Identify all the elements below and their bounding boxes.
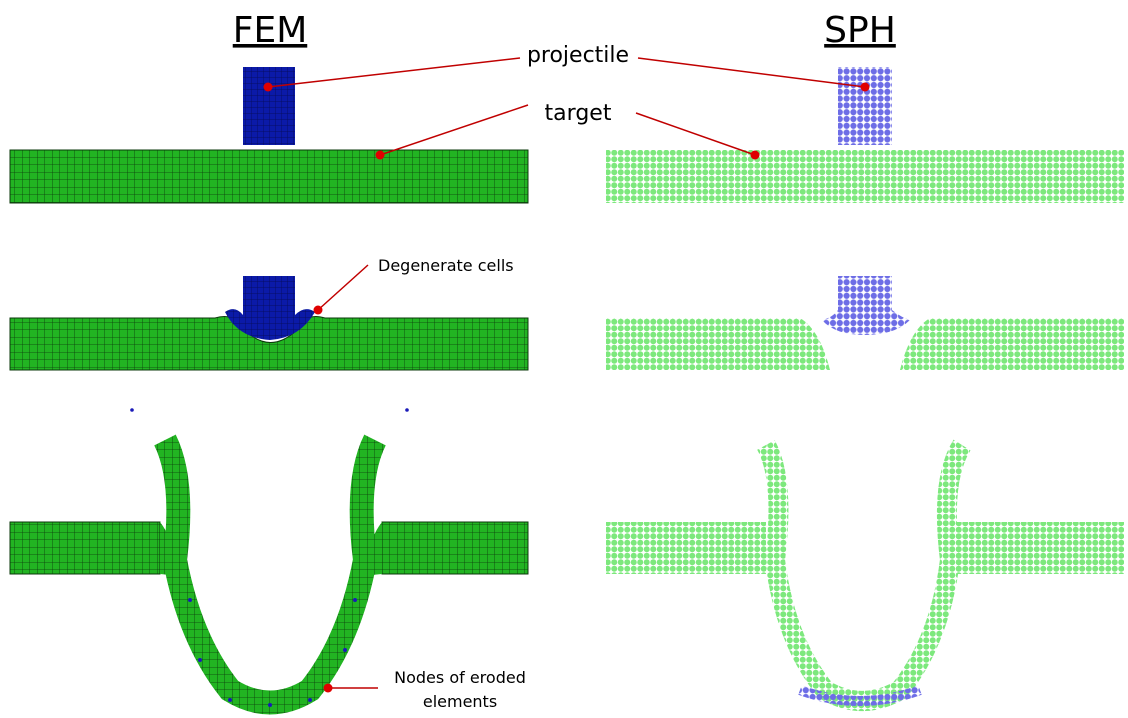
sph-title: SPH xyxy=(824,10,896,51)
stage-3 xyxy=(10,408,1124,707)
eroded-label-1: Nodes of eroded xyxy=(394,668,526,687)
projectile-label: projectile xyxy=(527,43,629,68)
degenerate-label: Degenerate cells xyxy=(378,256,514,275)
stage-2 xyxy=(10,276,1124,370)
target-label: target xyxy=(545,101,612,126)
diagram: FEM SPH projectile target Degenerate cel… xyxy=(0,0,1128,718)
fem-title: FEM xyxy=(233,10,308,51)
eroded-label-2: elements xyxy=(423,692,497,711)
stage-1 xyxy=(10,67,1124,203)
